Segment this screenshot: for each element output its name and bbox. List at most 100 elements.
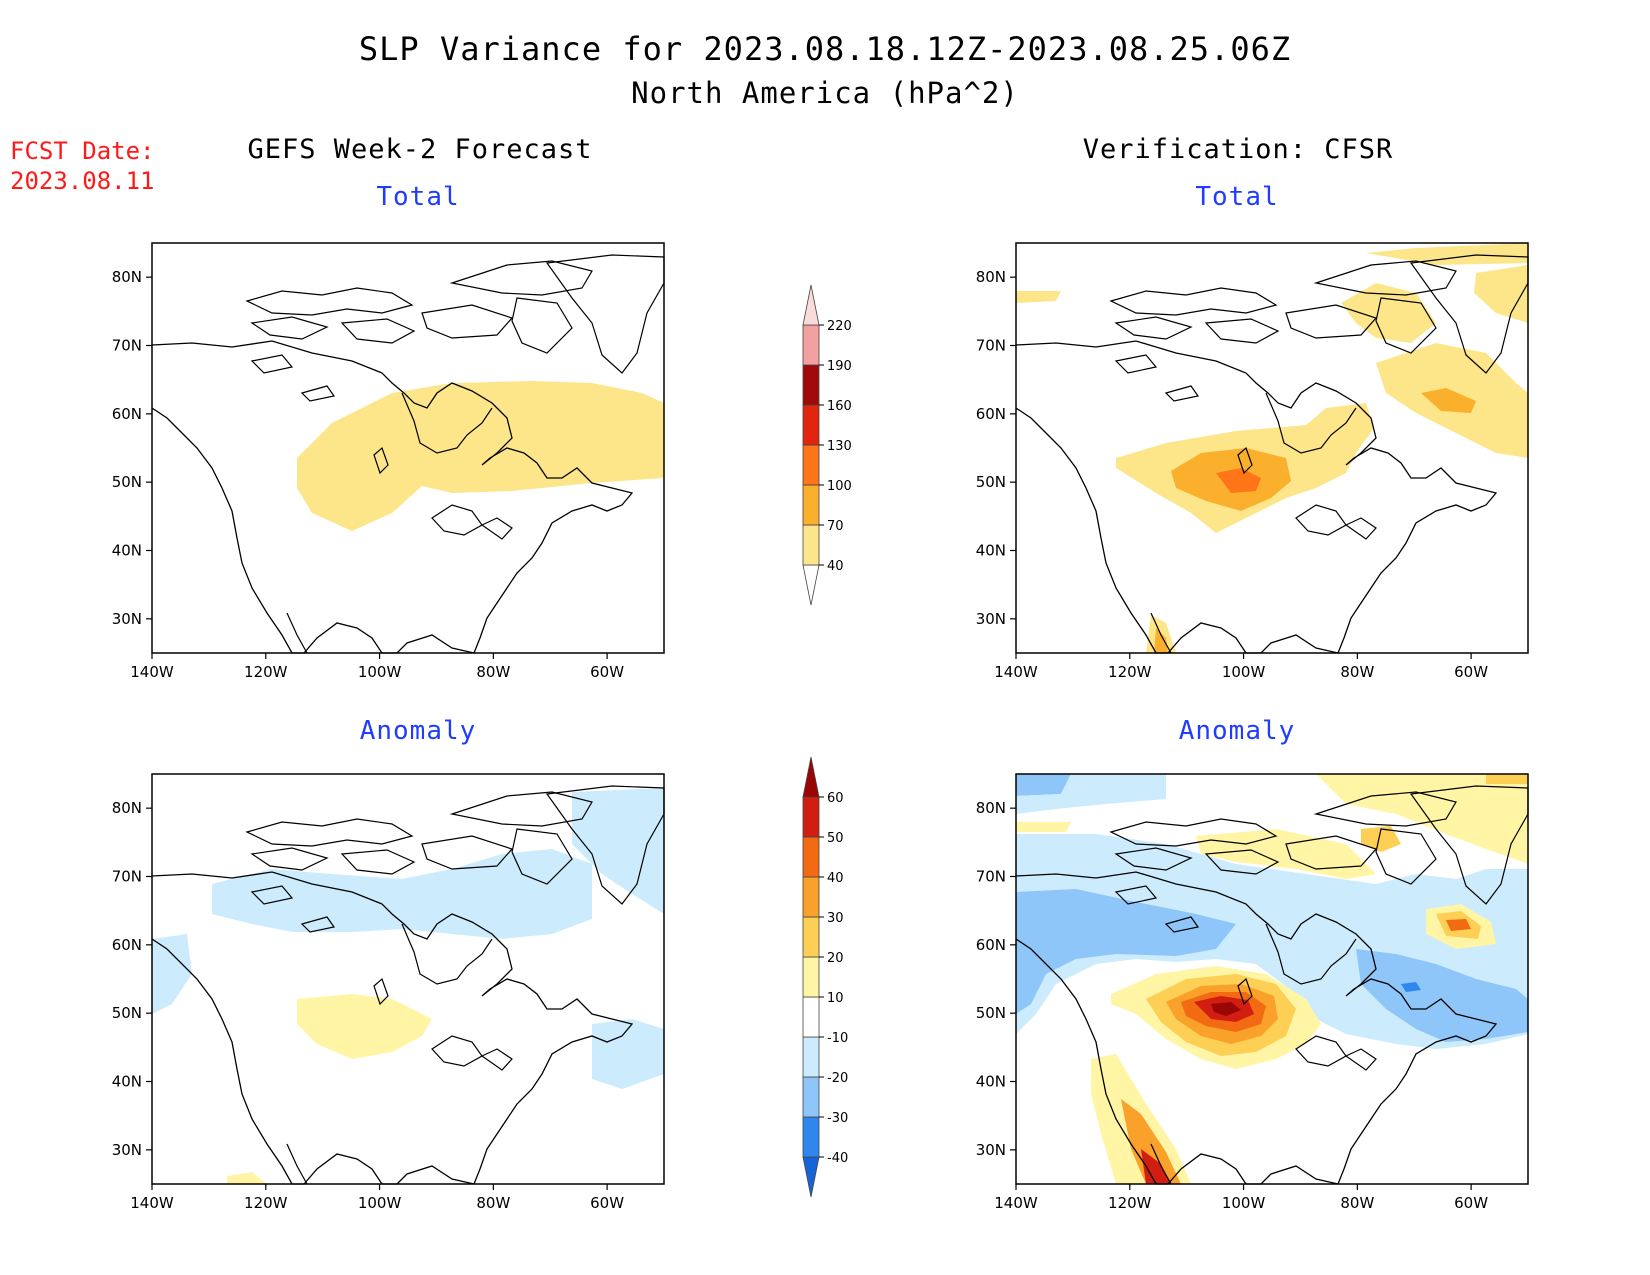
colorbar-label: 20 [827,951,844,966]
column-header-verification: Verification: CFSR [1082,134,1394,165]
panel-title-verification-total: Total [1195,182,1279,212]
colorbar-label: 160 [827,399,852,414]
lat-tick-label: 70N [976,337,1006,355]
colorbar-swatch [802,916,820,958]
lon-tick-label: 120W [244,663,288,681]
lat-tick-label: 80N [976,268,1006,286]
map-verification-anomaly [1015,773,1529,1185]
colorbar-swatch [802,1116,820,1158]
colorbar-label: 10 [827,991,844,1006]
anomaly-contour-neg30-east [1401,982,1421,992]
colorbar-swatch [802,324,820,366]
axes-layer: 80N 70N 60N 50N 40N 30N 140W 120W 100W 80W 60W 80N 7… [112,268,1489,1212]
colorbar-label: 190 [827,359,852,374]
colorbar-swatch [802,876,820,918]
anomaly-contour-50-baja [1141,1149,1171,1184]
lon-tick-label: 80W [476,1194,510,1212]
colorbar-label: -30 [827,1111,848,1126]
lon-tick-label: 140W [130,1194,174,1212]
colorbar-swatch [802,524,820,566]
lat-tick-label: 60N [112,936,142,954]
lon-tick-label: 60W [1454,663,1488,681]
anomaly-contour-10-plains [297,994,432,1059]
lat-tick-label: 50N [112,473,142,491]
colorbar-swatch [802,956,820,998]
lon-tick-label: 60W [590,663,624,681]
variance-contour-40-north [1366,243,1528,265]
panel-title-forecast-total: Total [376,182,460,212]
colorbar-swatch [802,364,820,406]
anomaly-contour-10-arctic [1016,822,1071,832]
colorbar-label: 40 [827,559,844,574]
anomaly-contour-30-baja [1121,1099,1181,1184]
colorbar-swatch [802,284,820,326]
colorbar-swatch [802,564,820,606]
lat-tick-label: 40N [976,1073,1006,1091]
anomaly-contour-30-islands [1361,826,1401,852]
lon-tick-label: 80W [1340,1194,1374,1212]
lat-tick-label: 80N [112,268,142,286]
lat-tick-label: 60N [976,405,1006,423]
colorbar-swatch [802,444,820,486]
anomaly-contour-neg10-atlantic [592,1019,664,1089]
variance-contour-40 [297,381,664,531]
lat-tick-label: 30N [976,610,1006,628]
colorbar-anomaly: -40 -30 -20 -10 10 20 30 40 50 60 [802,756,848,1198]
anomaly-contour-10-south [227,1172,267,1184]
variance-contour-40-baffin [1341,283,1436,343]
lon-tick-label: 140W [130,663,174,681]
lat-tick-label: 70N [976,868,1006,886]
variance-contour-40-greenland [1474,265,1528,323]
lat-tick-label: 30N [112,610,142,628]
map-verification-total [1015,242,1529,654]
colorbar-label: 100 [827,479,852,494]
anomaly-contour-neg10-westcoast [152,934,192,1014]
colorbar-swatch [802,1156,820,1198]
colorbar-label: 40 [827,871,844,886]
anomaly-contour-neg10-nw [1016,774,1166,814]
lon-tick-label: 100W [358,1194,402,1212]
forecast-date-value: 2023.08.11 [10,167,155,195]
colorbar-swatch [802,756,820,798]
map-forecast-anomaly [151,773,665,1185]
variance-contour-40-arctic [1016,291,1061,303]
lat-tick-label: 60N [976,936,1006,954]
lat-tick-label: 40N [112,1073,142,1091]
lat-tick-label: 70N [112,337,142,355]
colorbar-label: 30 [827,911,844,926]
lon-tick-label: 140W [994,1194,1038,1212]
lon-tick-label: 140W [994,663,1038,681]
colorbar-label: -10 [827,1031,848,1046]
colorbar-total: 40 70 100 130 160 190 220 [802,284,852,606]
lon-tick-label: 120W [1108,1194,1152,1212]
anomaly-contour-30-north [1486,774,1528,784]
variance-contour-70-east [1421,388,1476,413]
anomaly-contour-40-east [1446,919,1471,931]
anomaly-contour-10-islands [1196,829,1376,879]
colorbar-label: 130 [827,439,852,454]
lat-tick-label: 50N [976,1004,1006,1022]
map-forecast-total [151,242,665,654]
forecast-date-label: FCST Date: [10,137,155,165]
panel-title-verification-anomaly: Anomaly [1178,716,1296,746]
anomaly-contour-neg10-northeast [572,788,664,914]
anomaly-contour-neg10-canada [212,849,592,939]
colorbar-label: -40 [827,1151,848,1166]
lon-tick-label: 100W [1222,1194,1266,1212]
lat-tick-label: 50N [976,473,1006,491]
lat-tick-label: 80N [976,799,1006,817]
colorbar-swatch [802,1076,820,1118]
lon-tick-label: 60W [590,1194,624,1212]
column-header-forecast: GEFS Week-2 Forecast [247,134,593,165]
lat-tick-label: 40N [112,542,142,560]
colorbar-label: 50 [827,831,844,846]
anomaly-contour-60-plains [1211,1002,1241,1016]
colorbar-swatch [802,996,820,1038]
colorbar-label: -20 [827,1071,848,1086]
lat-tick-label: 30N [112,1141,142,1159]
lat-tick-label: 30N [976,1141,1006,1159]
anomaly-contour-neg20-nw [1016,774,1071,796]
lat-tick-label: 70N [112,868,142,886]
lat-tick-label: 80N [112,799,142,817]
lon-tick-label: 120W [1108,663,1152,681]
